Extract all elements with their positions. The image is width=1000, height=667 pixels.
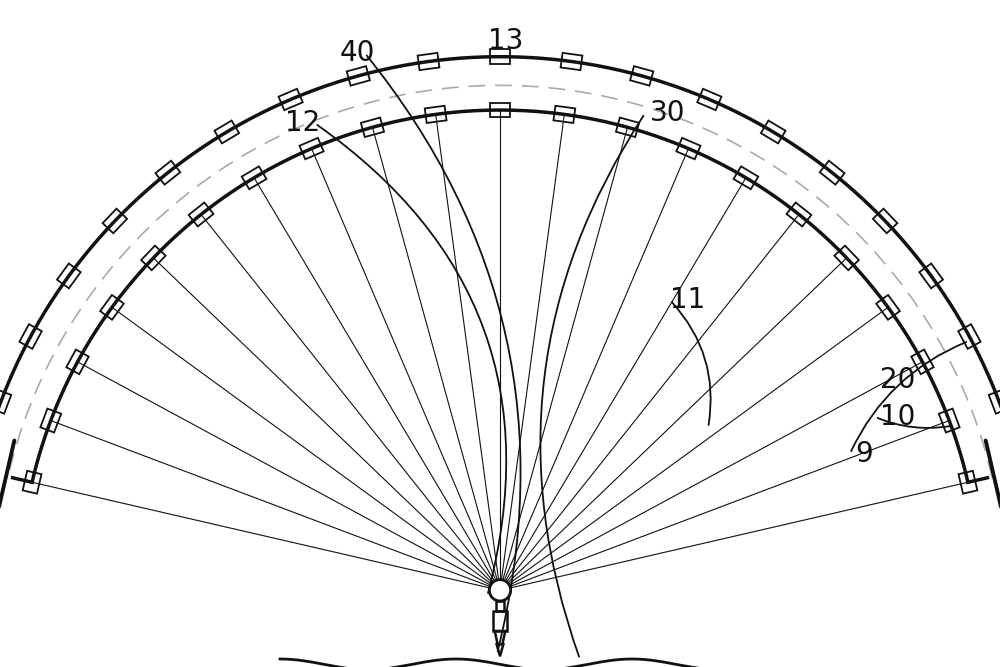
Text: 30: 30 [650, 99, 686, 127]
Text: 9: 9 [855, 440, 873, 468]
Text: 13: 13 [488, 27, 523, 55]
Circle shape [489, 580, 511, 601]
Bar [496, 601, 504, 611]
Text: 12: 12 [285, 109, 320, 137]
Text: 11: 11 [670, 286, 705, 314]
Text: 10: 10 [880, 403, 915, 431]
Text: 20: 20 [880, 366, 915, 394]
Bar [493, 611, 507, 631]
Text: 40: 40 [340, 39, 375, 67]
